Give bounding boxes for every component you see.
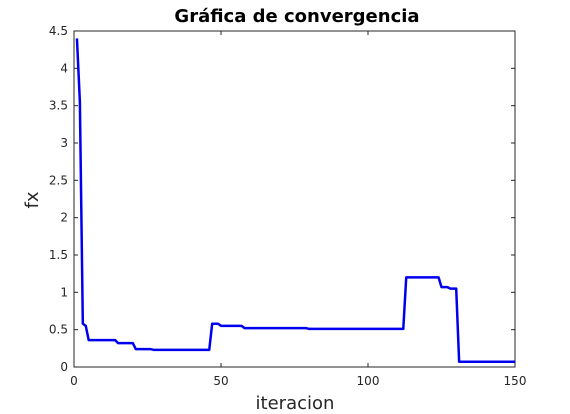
x-tick-label: 0	[70, 374, 78, 388]
x-axis-ticks: 0 50 100 150	[70, 31, 526, 388]
y-tick-label: 4	[60, 61, 68, 75]
x-tick-label: 50	[213, 374, 228, 388]
x-tick-label: 150	[504, 374, 527, 388]
y-tick-label: 0.5	[49, 323, 68, 337]
y-axis-label: fx	[22, 191, 43, 208]
y-tick-label: 2	[60, 211, 68, 225]
series-line-0	[75, 38, 515, 364]
y-tick-label: 2.5	[49, 173, 68, 187]
y-tick-label: 3	[60, 136, 68, 150]
y-tick-label: 0	[60, 360, 68, 374]
y-tick-label: 4.5	[49, 24, 68, 38]
y-tick-label: 1.5	[49, 248, 68, 262]
x-tick-label: 100	[357, 374, 380, 388]
y-tick-label: 3.5	[49, 99, 68, 113]
plot-frame	[73, 30, 516, 368]
chart-title: Gráfica de convergencia	[174, 6, 419, 27]
y-tick-label: 1	[60, 285, 68, 299]
series-group	[75, 38, 515, 364]
x-axis-label: iteracion	[256, 393, 335, 414]
y-axis-ticks: 0 0.5 1 1.5 2 2.5 3 3.5 4 4.5	[49, 24, 515, 374]
